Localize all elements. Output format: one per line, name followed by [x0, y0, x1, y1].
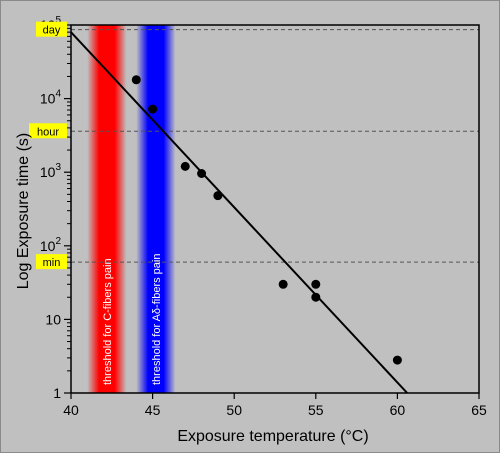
x-tick-label-0: 40	[63, 402, 79, 418]
plot-area-border	[70, 24, 480, 394]
x-tick-label-4: 60	[390, 402, 406, 418]
data-point-8	[392, 355, 402, 365]
data-point-5	[278, 279, 288, 289]
y-tick-label-1: 10	[45, 311, 61, 327]
y-tick-label-2: 102	[40, 236, 62, 254]
reference-tag-bg-day	[36, 21, 67, 37]
threshold-band-label-1: threshold for Aδ-fibers pain	[151, 254, 163, 385]
y-axis-title: Log Exposure time (s)	[15, 133, 32, 290]
threshold-band-1	[136, 25, 176, 393]
reference-tag-hour: hour	[37, 126, 59, 138]
y-tick-label-4: 104	[40, 89, 62, 107]
data-point-4	[213, 191, 223, 201]
y-tick-label-3: 103	[40, 162, 62, 180]
data-point-0	[131, 75, 141, 85]
x-tick-label-3: 55	[308, 402, 324, 418]
threshold-band-0	[87, 25, 127, 393]
y-tick-label-0: 1	[53, 385, 61, 401]
data-point-1	[148, 104, 158, 114]
x-tick-label-2: 50	[226, 402, 242, 418]
x-tick-label-5: 65	[471, 402, 487, 418]
data-point-2	[180, 161, 190, 171]
data-point-6	[311, 279, 321, 289]
fit-line	[70, 31, 408, 394]
data-point-7	[311, 292, 321, 302]
reference-tag-bg-min	[36, 254, 67, 270]
reference-tag-day: day	[43, 25, 61, 37]
reference-tag-bg-hour	[29, 123, 67, 139]
data-point-3	[197, 169, 207, 179]
x-tick-label-1: 45	[145, 402, 161, 418]
reference-tag-min: min	[43, 257, 61, 269]
threshold-band-label-0: threshold for C-fibers pain	[102, 258, 114, 385]
x-axis-title: Exposure temperature (°C)	[177, 428, 368, 445]
